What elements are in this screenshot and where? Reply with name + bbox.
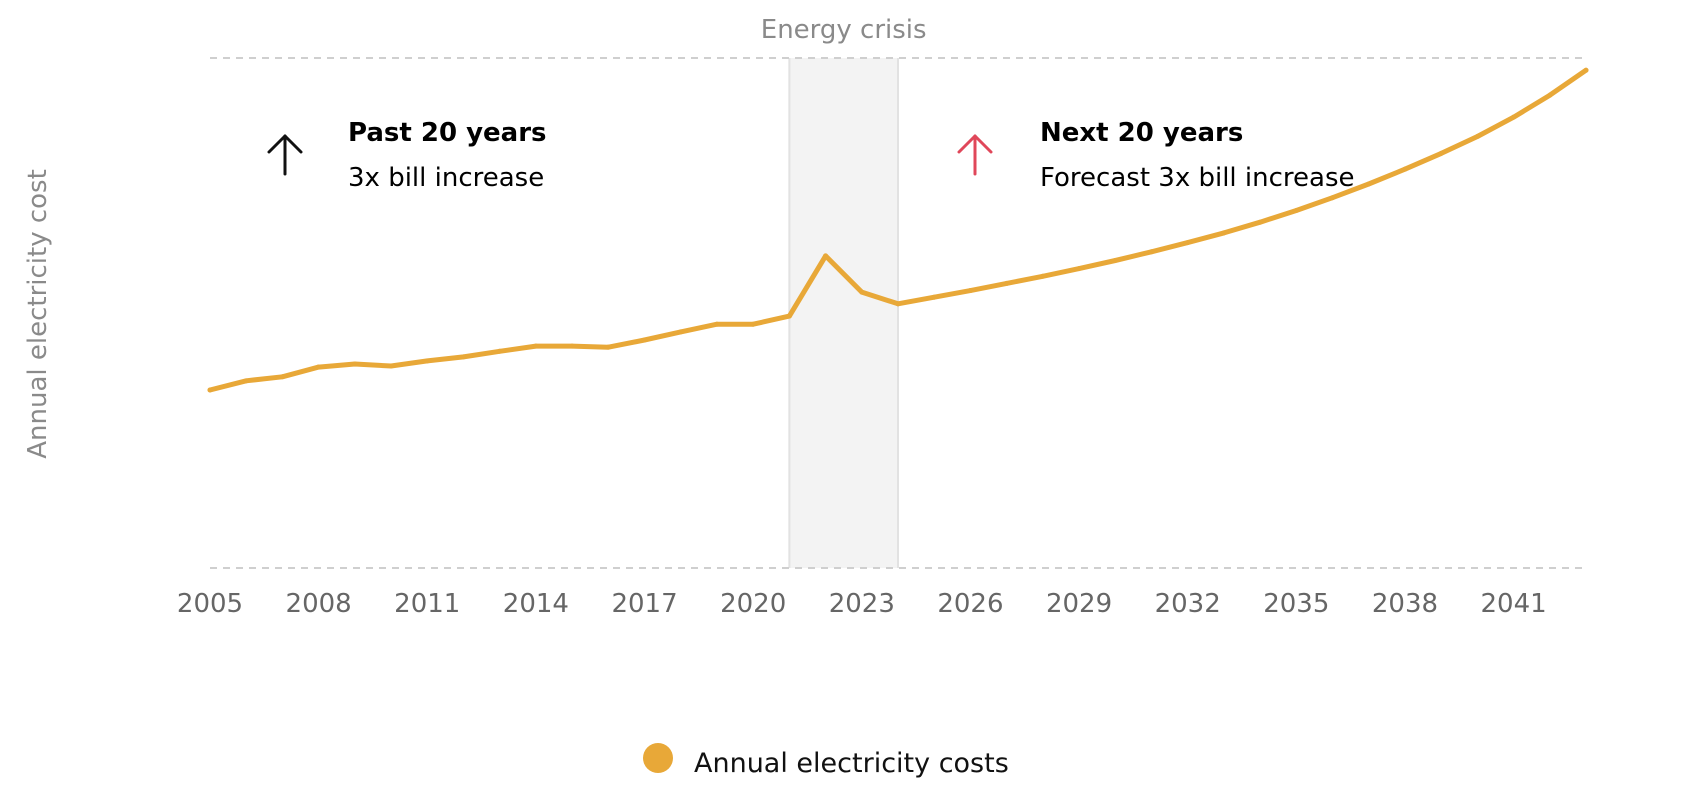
data-point-2014 — [533, 343, 539, 349]
data-point-2036 — [1330, 195, 1336, 201]
data-point-2034 — [1257, 219, 1263, 225]
data-point-2031 — [1148, 249, 1154, 255]
data-point-2039 — [1438, 150, 1444, 156]
data-point-2015 — [569, 343, 575, 349]
data-point-2007 — [279, 374, 285, 380]
data-point-2009 — [352, 361, 358, 367]
data-point-2018 — [678, 329, 684, 335]
annotation-past-title: Past 20 years — [348, 118, 547, 148]
energy-crisis-band — [789, 58, 898, 568]
x-axis: 2005 2008 2011 2014 2017 2020 2023 2026 2029 2032… — [177, 589, 1547, 619]
x-tick-label: 2017 — [611, 589, 677, 619]
data-point-2011 — [424, 358, 430, 364]
data-point-2041 — [1511, 114, 1517, 120]
x-tick-label: 2020 — [720, 589, 786, 619]
legend-label-annual-electricity-costs: Annual electricity costs — [694, 748, 1009, 779]
y-axis-label: Annual electricity cost — [23, 169, 53, 459]
annotation-past: Past 20 years 3x bill increase — [267, 118, 547, 193]
data-point-2021 — [786, 313, 792, 319]
x-tick-label: 2023 — [829, 589, 895, 619]
data-point-2026 — [967, 288, 973, 294]
x-tick-label: 2014 — [503, 589, 569, 619]
data-point-2013 — [497, 348, 503, 354]
data-point-2028 — [1040, 273, 1046, 279]
data-point-2042 — [1547, 92, 1553, 98]
data-point-2023 — [859, 289, 865, 295]
data-point-2025 — [931, 294, 937, 300]
data-point-2030 — [1112, 257, 1118, 263]
x-tick-label: 2026 — [937, 589, 1003, 619]
data-point-2037 — [1366, 181, 1372, 187]
legend-marker-annual-electricity-costs — [643, 743, 673, 773]
data-point-2035 — [1293, 207, 1299, 213]
arrow-up-icon — [267, 134, 303, 176]
data-point-2032 — [1185, 240, 1191, 246]
data-point-2008 — [316, 364, 322, 370]
data-point-2040 — [1474, 134, 1480, 140]
annotation-next-title: Next 20 years — [1040, 118, 1243, 148]
arrow-up-icon — [957, 134, 993, 176]
data-point-2016 — [605, 344, 611, 350]
x-tick-label: 2008 — [286, 589, 352, 619]
x-tick-label: 2038 — [1372, 589, 1438, 619]
annotation-past-body: 3x bill increase — [348, 163, 544, 193]
x-tick-label: 2032 — [1155, 589, 1221, 619]
data-point-2038 — [1402, 166, 1408, 172]
annotation-next-body: Forecast 3x bill increase — [1040, 163, 1355, 193]
data-point-2029 — [1076, 266, 1082, 272]
x-tick-label: 2035 — [1263, 589, 1329, 619]
data-point-2043 — [1583, 67, 1589, 73]
data-point-2024 — [895, 301, 901, 307]
x-tick-label: 2005 — [177, 589, 243, 619]
data-point-2027 — [1004, 280, 1010, 286]
data-point-2012 — [460, 354, 466, 360]
x-tick-label: 2029 — [1046, 589, 1112, 619]
energy-crisis-label: Energy crisis — [761, 15, 927, 45]
x-tick-label: 2011 — [394, 589, 460, 619]
series-points — [207, 67, 1589, 393]
data-point-2006 — [243, 378, 249, 384]
data-point-2020 — [750, 321, 756, 327]
data-point-2022 — [823, 253, 829, 259]
data-point-2005 — [207, 387, 213, 393]
x-tick-label: 2041 — [1480, 589, 1546, 619]
annotation-next: Next 20 years Forecast 3x bill increase — [957, 118, 1355, 193]
data-point-2019 — [714, 321, 720, 327]
legend: Annual electricity costs — [643, 743, 1009, 779]
data-point-2010 — [388, 363, 394, 369]
data-point-2033 — [1221, 230, 1227, 236]
data-point-2017 — [642, 337, 648, 343]
